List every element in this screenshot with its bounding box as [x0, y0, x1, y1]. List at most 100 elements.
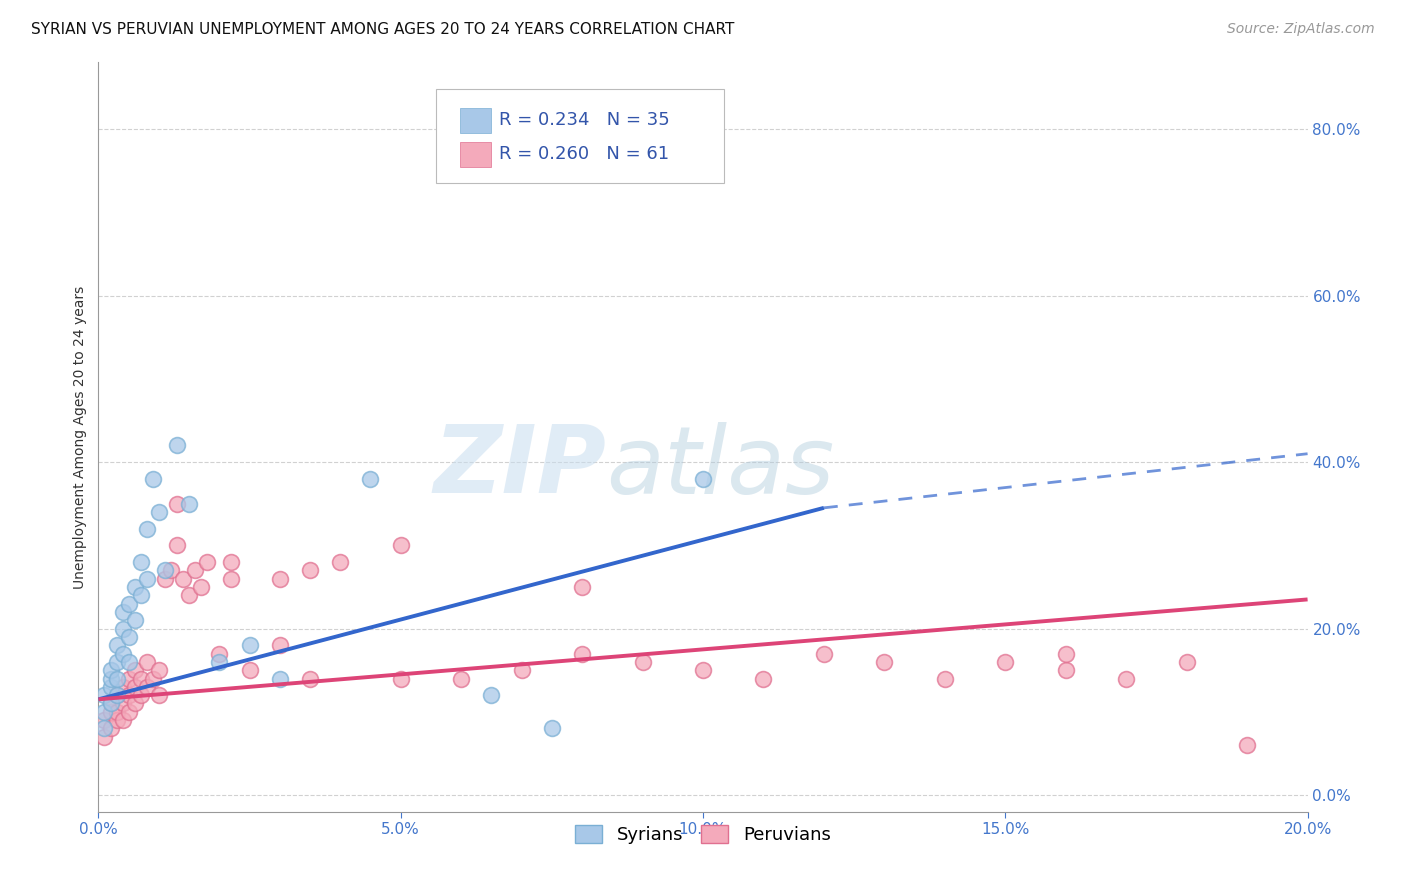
Point [208, 647, 231, 661]
Point [1115, 672, 1137, 686]
Point [142, 472, 165, 486]
Point [389, 538, 412, 552]
Point [269, 572, 291, 586]
Point [360, 472, 382, 486]
Text: R = 0.260   N = 61: R = 0.260 N = 61 [499, 145, 669, 163]
Point [129, 588, 152, 602]
Point [195, 555, 218, 569]
Point [172, 572, 194, 586]
Point [124, 613, 146, 627]
Point [135, 522, 157, 536]
Point [100, 722, 122, 736]
Point [692, 472, 714, 486]
Point [111, 647, 134, 661]
Point [111, 697, 134, 711]
Point [118, 655, 141, 669]
Point [540, 722, 562, 736]
Point [481, 688, 503, 702]
Point [153, 563, 176, 577]
Legend: Syrians, Peruvians: Syrians, Peruvians [568, 818, 838, 851]
Point [148, 663, 170, 677]
Point [124, 580, 146, 594]
Point [100, 680, 122, 694]
Text: Source: ZipAtlas.com: Source: ZipAtlas.com [1227, 22, 1375, 37]
Point [93, 705, 115, 719]
Point [166, 438, 188, 452]
Point [142, 672, 165, 686]
Point [100, 672, 122, 686]
Point [129, 688, 152, 702]
Point [118, 705, 141, 719]
Point [221, 572, 243, 586]
Point [124, 663, 146, 677]
Point [118, 597, 141, 611]
Point [124, 697, 146, 711]
Point [100, 697, 122, 711]
Point [129, 555, 152, 569]
Point [329, 555, 352, 569]
Point [105, 638, 128, 652]
Point [166, 538, 188, 552]
Point [692, 663, 714, 677]
Point [100, 697, 122, 711]
Point [118, 688, 141, 702]
Point [873, 655, 896, 669]
Point [179, 497, 201, 511]
Point [118, 672, 141, 686]
Point [813, 647, 835, 661]
Point [184, 563, 207, 577]
Point [111, 605, 134, 619]
Point [100, 663, 122, 677]
Point [124, 680, 146, 694]
Point [179, 588, 201, 602]
Point [269, 638, 291, 652]
Point [269, 672, 291, 686]
Point [571, 580, 593, 594]
Point [148, 505, 170, 519]
Point [111, 622, 134, 636]
Y-axis label: Unemployment Among Ages 20 to 24 years: Unemployment Among Ages 20 to 24 years [73, 285, 87, 589]
Point [1054, 647, 1077, 661]
Point [93, 722, 115, 736]
Text: R = 0.234   N = 35: R = 0.234 N = 35 [499, 112, 669, 129]
Point [299, 672, 322, 686]
Point [93, 713, 115, 727]
Point [93, 730, 115, 744]
Point [1236, 738, 1258, 752]
Point [118, 630, 141, 644]
Point [105, 672, 128, 686]
Point [105, 688, 128, 702]
Point [450, 672, 472, 686]
Point [190, 580, 212, 594]
Point [111, 680, 134, 694]
Point [510, 663, 533, 677]
Point [100, 705, 122, 719]
Text: SYRIAN VS PERUVIAN UNEMPLOYMENT AMONG AGES 20 TO 24 YEARS CORRELATION CHART: SYRIAN VS PERUVIAN UNEMPLOYMENT AMONG AG… [31, 22, 734, 37]
Point [299, 563, 322, 577]
Point [221, 555, 243, 569]
Point [135, 655, 157, 669]
Point [135, 572, 157, 586]
Point [153, 572, 176, 586]
Point [129, 672, 152, 686]
Point [111, 713, 134, 727]
Point [631, 655, 654, 669]
Point [571, 647, 593, 661]
Point [752, 672, 775, 686]
Point [105, 705, 128, 719]
Point [160, 563, 183, 577]
Point [148, 688, 170, 702]
Point [389, 672, 412, 686]
Point [208, 655, 231, 669]
Point [105, 713, 128, 727]
Point [135, 680, 157, 694]
Text: atlas: atlas [606, 422, 835, 513]
Point [166, 497, 188, 511]
Point [994, 655, 1017, 669]
Point [93, 688, 115, 702]
Point [105, 655, 128, 669]
Point [105, 688, 128, 702]
Point [239, 638, 262, 652]
Point [934, 672, 956, 686]
Text: ZIP: ZIP [433, 421, 606, 513]
